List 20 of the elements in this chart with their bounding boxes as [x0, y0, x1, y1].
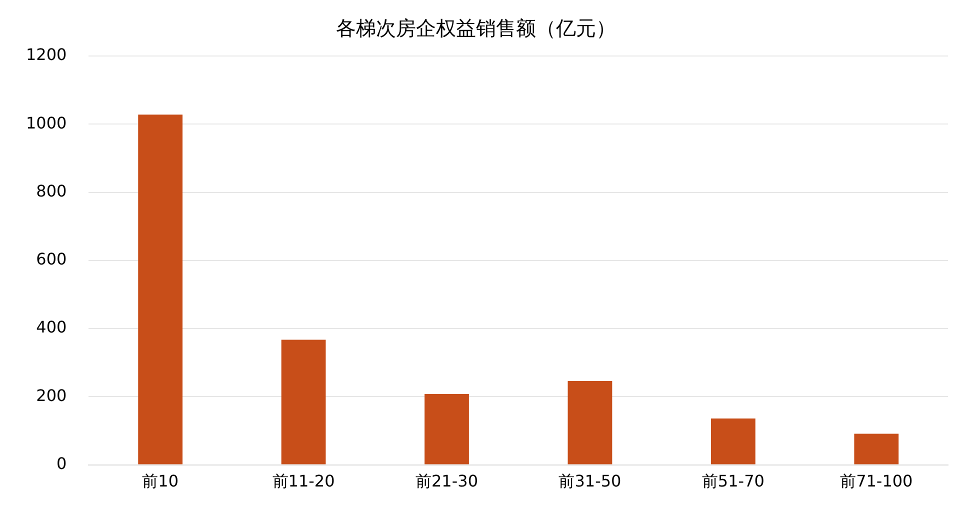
chart-title: 各梯次房企权益销售额（亿元） [336, 16, 616, 40]
y-tick-label: 400 [36, 318, 67, 337]
x-tick-label: 前21-30 [416, 472, 478, 491]
y-tick-label: 1000 [26, 113, 67, 132]
x-tick-label: 前31-50 [558, 472, 622, 491]
bar [138, 114, 183, 464]
y-tick-label: 1200 [26, 45, 67, 64]
x-tick-label: 前11-20 [272, 472, 335, 491]
bar [568, 380, 612, 464]
bar [424, 394, 469, 464]
x-tick-label: 前51-70 [702, 472, 764, 491]
y-tick-label: 0 [56, 454, 67, 473]
bar [854, 434, 899, 464]
y-tick-label: 600 [36, 250, 67, 269]
x-tick-label: 前10 [142, 472, 179, 491]
y-tick-label: 200 [36, 386, 67, 405]
y-tick-label: 800 [36, 181, 67, 200]
x-tick-label: 前71-100 [840, 472, 913, 491]
bar [281, 340, 326, 464]
bar [710, 418, 756, 464]
